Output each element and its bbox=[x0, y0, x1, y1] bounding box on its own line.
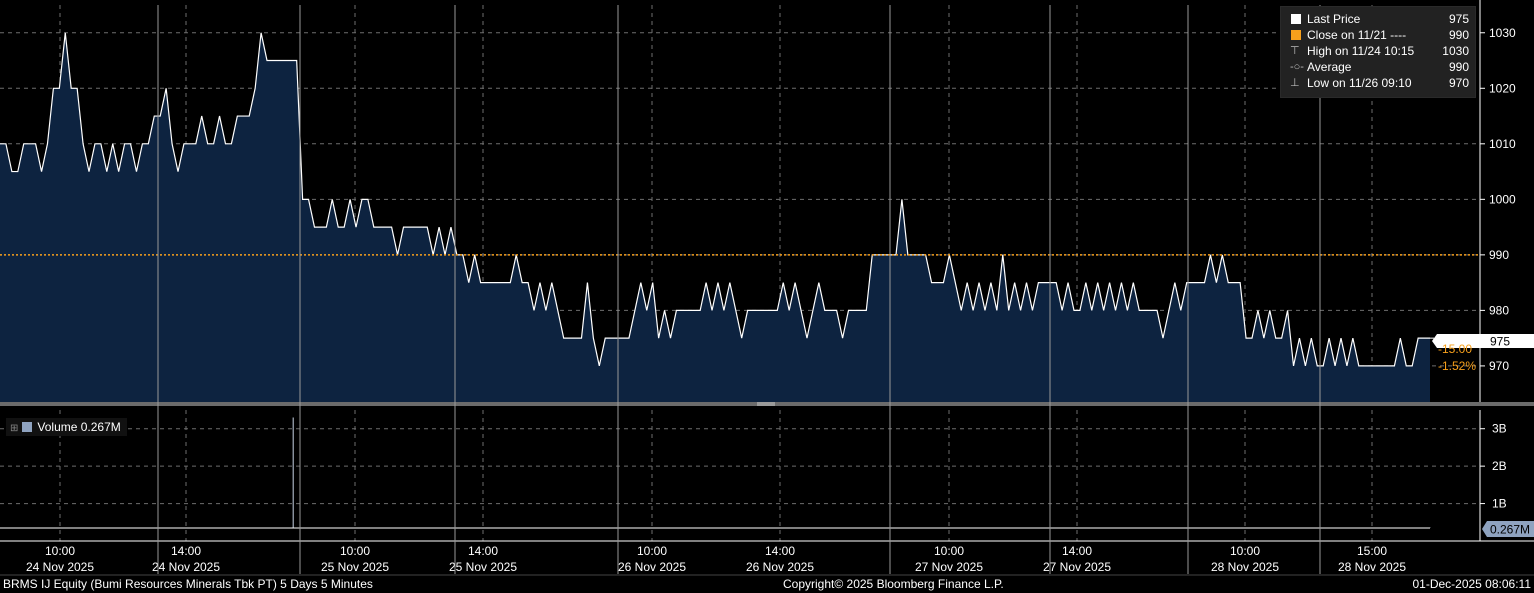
x-tick-time: 10:00 bbox=[934, 544, 964, 558]
legend-value: 1030 bbox=[1442, 44, 1469, 58]
x-tick-date: 27 Nov 2025 bbox=[915, 560, 983, 574]
x-tick-date: 24 Nov 2025 bbox=[26, 560, 94, 574]
x-tick-time: 15:00 bbox=[1357, 544, 1387, 558]
legend-average[interactable]: -○- Average 990 bbox=[1287, 59, 1469, 75]
x-tick-time: 10:00 bbox=[45, 544, 75, 558]
volume-bars-layer bbox=[0, 417, 1431, 529]
legend-last-price[interactable]: Last Price 975 bbox=[1287, 11, 1469, 27]
x-tick-date: 25 Nov 2025 bbox=[321, 560, 389, 574]
x-tick-date: 26 Nov 2025 bbox=[746, 560, 814, 574]
low-marker-icon: ⊥ bbox=[1290, 77, 1300, 89]
legend-label: Close on 11/21 ---- bbox=[1307, 28, 1407, 42]
volume-y-tick-label: 1B bbox=[1492, 497, 1507, 511]
x-tick-time: 14:00 bbox=[171, 544, 201, 558]
legend-label: Low on 11/26 09:10 bbox=[1307, 76, 1412, 90]
price-y-tick-label: 970 bbox=[1489, 359, 1509, 373]
x-tick-date: 27 Nov 2025 bbox=[1043, 560, 1111, 574]
volume-legend[interactable]: ⊞ Volume 0.267M bbox=[6, 418, 127, 436]
price-legend: Last Price 975 Close on 11/21 ---- 990 ⊤… bbox=[1280, 6, 1476, 98]
expand-icon[interactable]: ⊞ bbox=[10, 423, 19, 434]
price-y-tick-label: 1030 bbox=[1489, 26, 1516, 40]
white-square-icon bbox=[1291, 14, 1301, 24]
price-y-axis: 970 980 990 1000 1010 1020 1030 bbox=[1479, 0, 1516, 402]
price-line bbox=[0, 32, 1430, 367]
legend-label: Last Price bbox=[1307, 12, 1361, 26]
volume-badge-bg bbox=[1482, 521, 1534, 537]
legend-label: Average bbox=[1307, 60, 1352, 74]
x-tick-time: 10:00 bbox=[1230, 544, 1260, 558]
footer-security: BRMS IJ Equity (Bumi Resources Minerals … bbox=[3, 577, 373, 591]
legend-value: 970 bbox=[1448, 76, 1469, 90]
x-tick-time: 14:00 bbox=[765, 544, 795, 558]
price-badges: 975 -15.00 -1.52% 0.267M bbox=[1432, 334, 1534, 537]
legend-value: 990 bbox=[1448, 60, 1469, 74]
footer-copyright: Copyright© 2025 Bloomberg Finance L.P. bbox=[783, 577, 1004, 591]
price-y-tick-label: 990 bbox=[1489, 248, 1509, 262]
legend-value: 975 bbox=[1448, 12, 1469, 26]
x-tick-date: 24 Nov 2025 bbox=[152, 560, 220, 574]
panel-divider-handle bbox=[757, 402, 775, 406]
x-tick-time: 14:00 bbox=[468, 544, 498, 558]
x-tick-date: 28 Nov 2025 bbox=[1338, 560, 1406, 574]
volume-badge: 0.267M bbox=[1490, 523, 1530, 537]
volume-y-tick-label: 3B bbox=[1492, 422, 1507, 436]
orange-square-icon bbox=[1291, 30, 1301, 40]
x-tick-date: 25 Nov 2025 bbox=[449, 560, 517, 574]
legend-close[interactable]: Close on 11/21 ---- 990 bbox=[1287, 27, 1469, 43]
panel-divider[interactable] bbox=[0, 402, 1534, 406]
price-y-tick-label: 1010 bbox=[1489, 137, 1516, 151]
last-price-badge-bg bbox=[1432, 334, 1534, 348]
price-y-tick-label: 1000 bbox=[1489, 192, 1516, 206]
price-y-tick-label: 980 bbox=[1489, 303, 1509, 317]
price-change-badge: -15.00 bbox=[1438, 342, 1472, 356]
volume-y-tick-label: 2B bbox=[1492, 459, 1507, 473]
volume-swatch-icon bbox=[22, 422, 33, 432]
price-y-tick-label: 1020 bbox=[1489, 81, 1516, 95]
x-axis: 10:00 24 Nov 2025 14:00 24 Nov 2025 10:00 25 … bbox=[0, 5, 1534, 576]
price-area-layer bbox=[0, 32, 1480, 402]
legend-high[interactable]: ⊤ High on 11/24 10:15 1030 bbox=[1287, 43, 1469, 59]
volume-grid bbox=[0, 410, 1480, 541]
legend-low[interactable]: ⊥ Low on 11/26 09:10 970 bbox=[1287, 75, 1469, 91]
x-tick-date: 28 Nov 2025 bbox=[1211, 560, 1279, 574]
high-marker-icon: ⊤ bbox=[1290, 45, 1300, 57]
average-marker-icon: -○- bbox=[1290, 61, 1304, 73]
price-change-pct-badge: -1.52% bbox=[1438, 359, 1476, 373]
legend-label: High on 11/24 10:15 bbox=[1307, 44, 1415, 58]
volume-legend-label: Volume 0.267M bbox=[37, 420, 121, 434]
price-area-fill bbox=[0, 32, 1430, 402]
volume-y-axis: 1B 2B 3B bbox=[0, 410, 1534, 542]
legend-value: 990 bbox=[1448, 28, 1469, 42]
footer-timestamp: 01-Dec-2025 08:06:11 bbox=[1412, 577, 1531, 591]
x-tick-date: 26 Nov 2025 bbox=[618, 560, 686, 574]
x-tick-time: 10:00 bbox=[637, 544, 667, 558]
last-price-badge: 975 bbox=[1490, 335, 1510, 349]
x-tick-time: 10:00 bbox=[340, 544, 370, 558]
x-tick-time: 14:00 bbox=[1062, 544, 1092, 558]
